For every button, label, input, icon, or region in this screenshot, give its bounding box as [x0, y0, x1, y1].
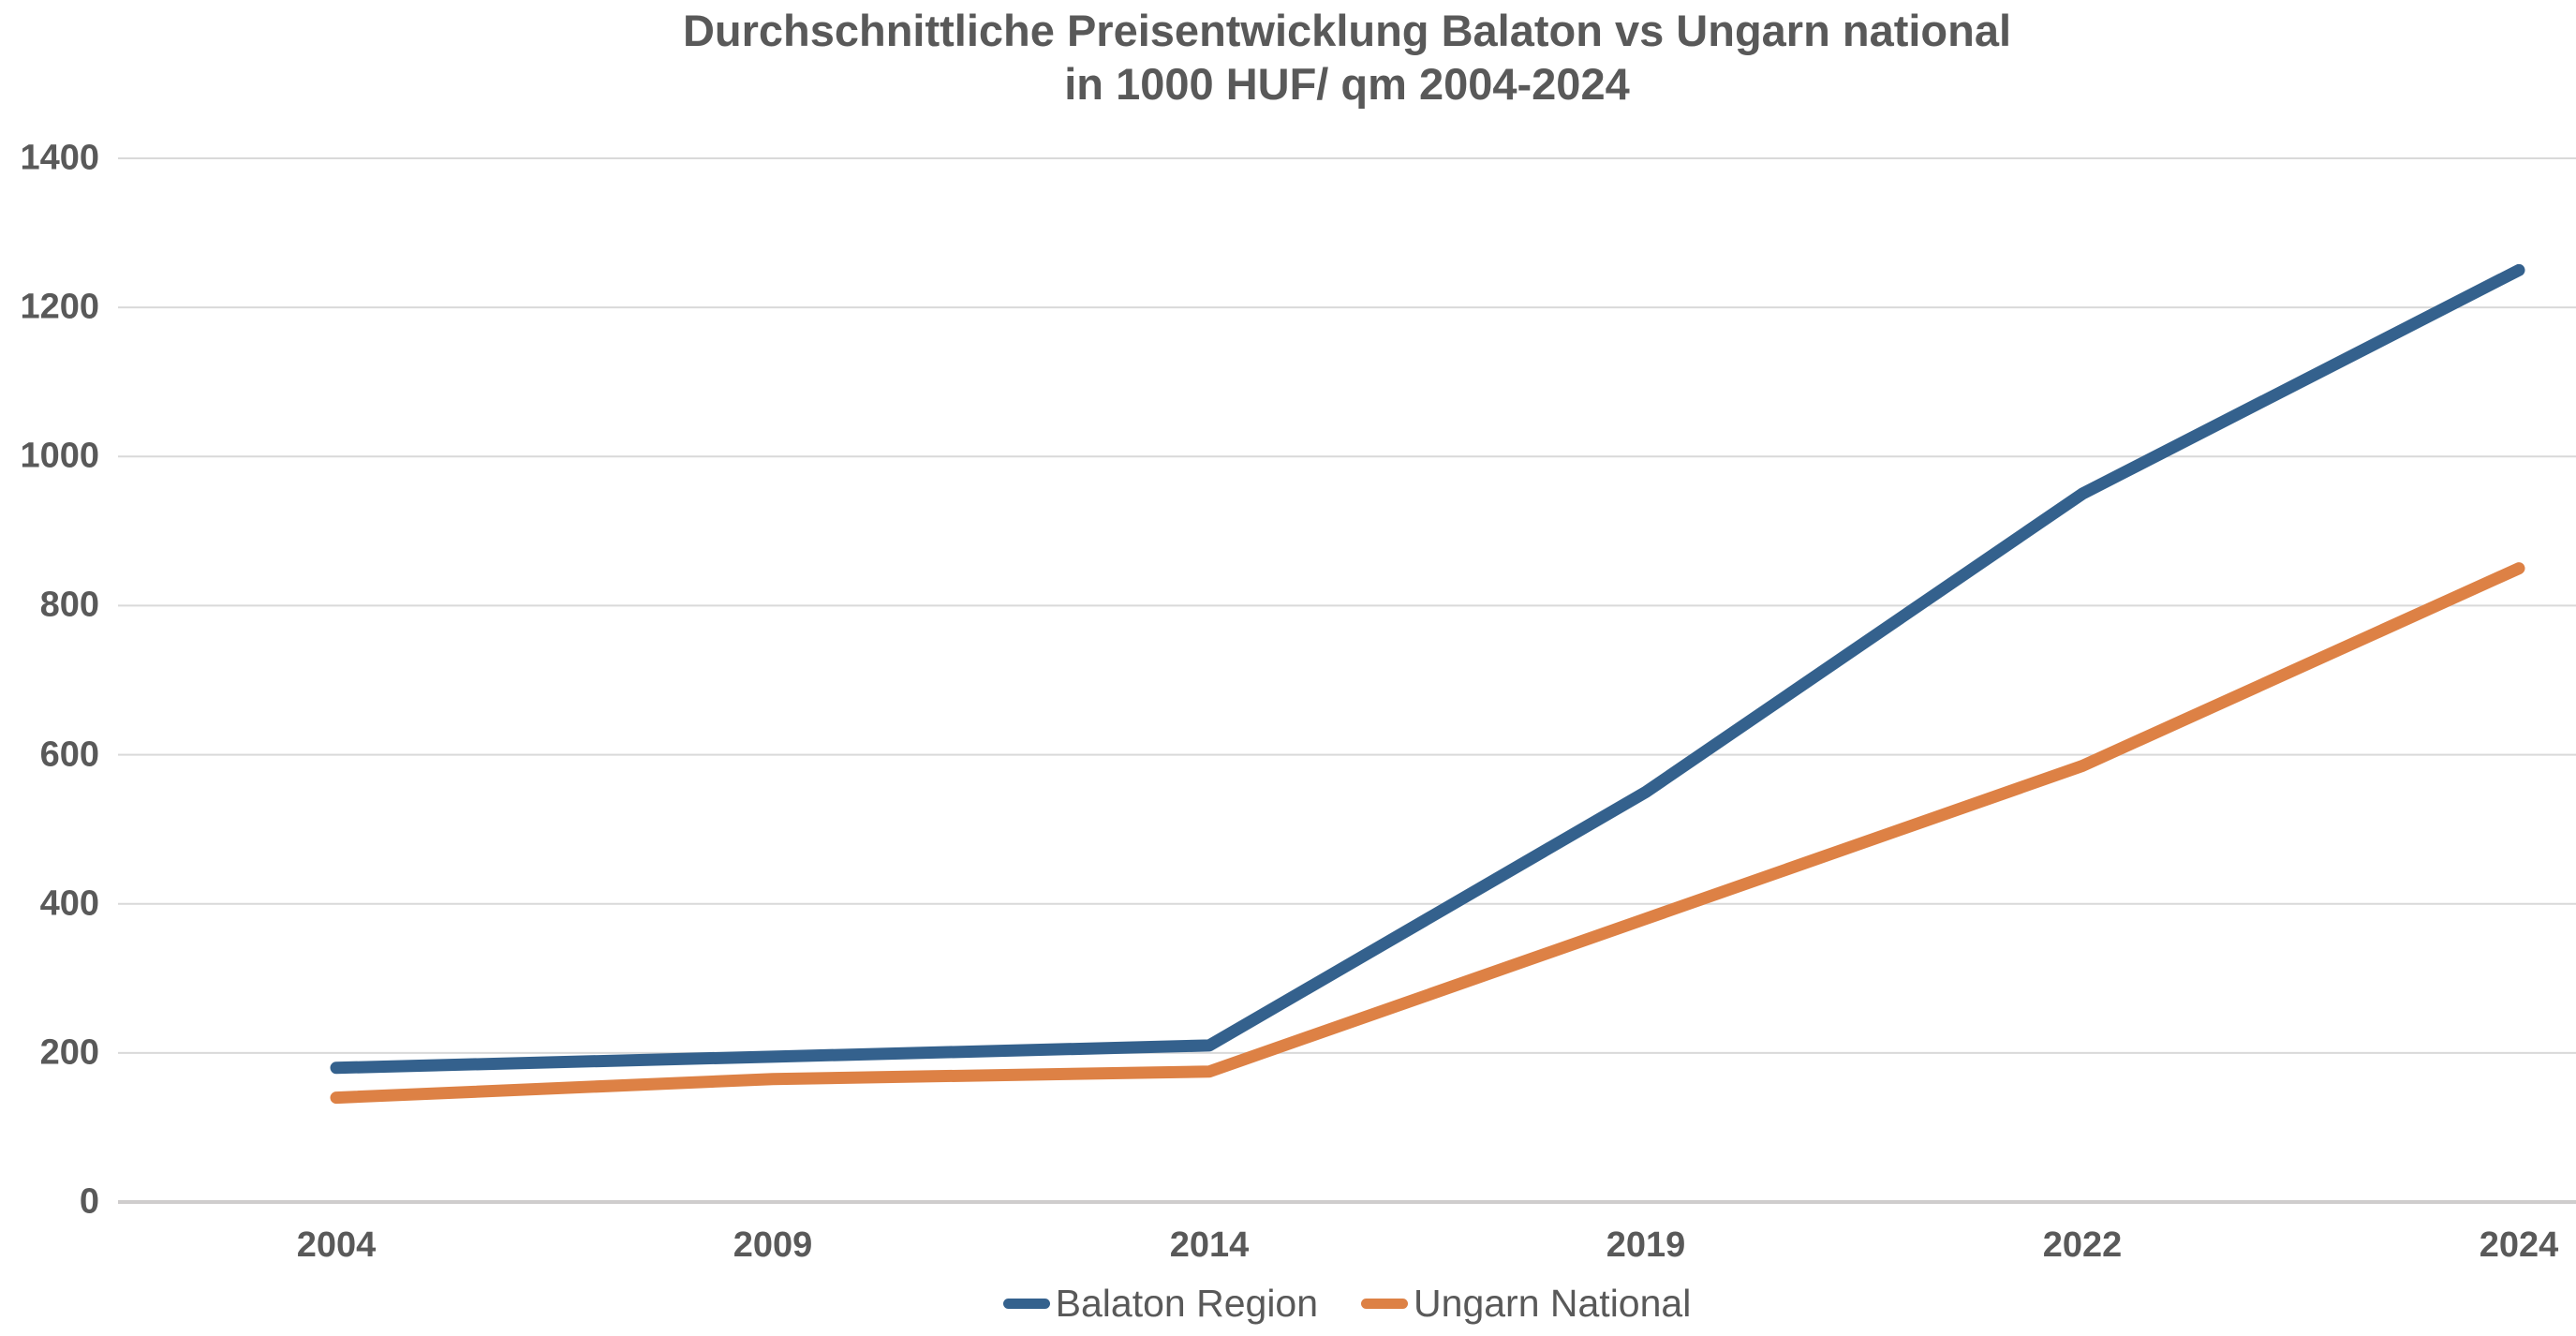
legend-swatch-icon [1361, 1299, 1409, 1309]
y-tick-label: 0 [79, 1181, 99, 1222]
legend: Balaton Region Ungarn National [118, 1282, 2576, 1326]
y-tick-label: 1000 [20, 436, 99, 476]
legend-item-balaton-region: Balaton Region [1002, 1282, 1319, 1326]
x-tick-label: 2024 [2479, 1225, 2559, 1265]
x-tick-label: 2019 [1606, 1225, 1686, 1265]
series-line-ungarn-national [330, 562, 2525, 1105]
x-tick-label: 2009 [733, 1225, 813, 1265]
chart-title-line2: in 1000 HUF/ qm 2004-2024 [1064, 59, 1630, 110]
legend-label: Ungarn National [1414, 1282, 1692, 1325]
y-tick-label: 1400 [20, 138, 99, 178]
y-tick-label: 600 [39, 735, 99, 775]
x-tick-label: 2004 [296, 1225, 377, 1265]
y-tick-label: 800 [39, 585, 99, 625]
y-tick-label: 200 [39, 1032, 99, 1073]
y-tick-label: 1200 [20, 287, 99, 327]
chart-title-line1: Durchschnittliche Preisentwicklung Balat… [682, 6, 2012, 55]
legend-label: Balaton Region [1055, 1282, 1319, 1325]
chart-title: Durchschnittliche Preisentwicklung Balat… [118, 4, 2576, 111]
series-line-balaton-region [330, 263, 2525, 1075]
x-tick-label: 2014 [1169, 1225, 1250, 1265]
x-tick-label: 2022 [2042, 1225, 2123, 1265]
y-tick-label: 400 [39, 883, 99, 924]
legend-item-ungarn-national: Ungarn National [1361, 1282, 1691, 1326]
legend-swatch-icon [1002, 1299, 1050, 1309]
